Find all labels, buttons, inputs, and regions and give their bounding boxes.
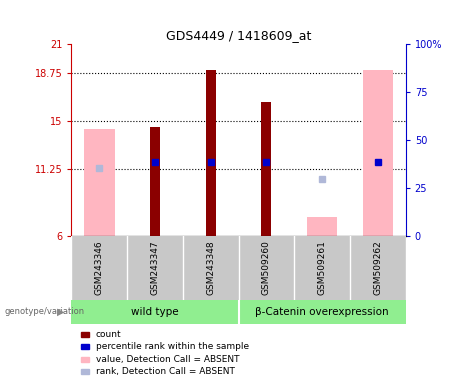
Text: GSM243346: GSM243346: [95, 240, 104, 295]
Bar: [362, 70, 393, 236]
Text: GSM509261: GSM509261: [318, 240, 327, 295]
Title: GDS4449 / 1418609_at: GDS4449 / 1418609_at: [166, 28, 311, 41]
Text: GSM509260: GSM509260: [262, 240, 271, 295]
Bar: [150, 127, 160, 236]
Text: GSM509262: GSM509262: [373, 240, 382, 295]
Bar: [206, 70, 216, 236]
Text: genotype/variation: genotype/variation: [5, 308, 85, 316]
Text: rank, Detection Call = ABSENT: rank, Detection Call = ABSENT: [96, 367, 235, 376]
Bar: [84, 129, 115, 236]
Text: GSM243347: GSM243347: [150, 240, 160, 295]
Text: β-Catenin overexpression: β-Catenin overexpression: [255, 307, 389, 317]
Bar: [261, 102, 272, 236]
Text: GSM243348: GSM243348: [206, 240, 215, 295]
Text: wild type: wild type: [131, 307, 179, 317]
Text: percentile rank within the sample: percentile rank within the sample: [96, 343, 249, 351]
Text: value, Detection Call = ABSENT: value, Detection Call = ABSENT: [96, 355, 239, 364]
Text: ▶: ▶: [57, 307, 65, 317]
Bar: [307, 217, 337, 236]
Text: count: count: [96, 330, 122, 339]
